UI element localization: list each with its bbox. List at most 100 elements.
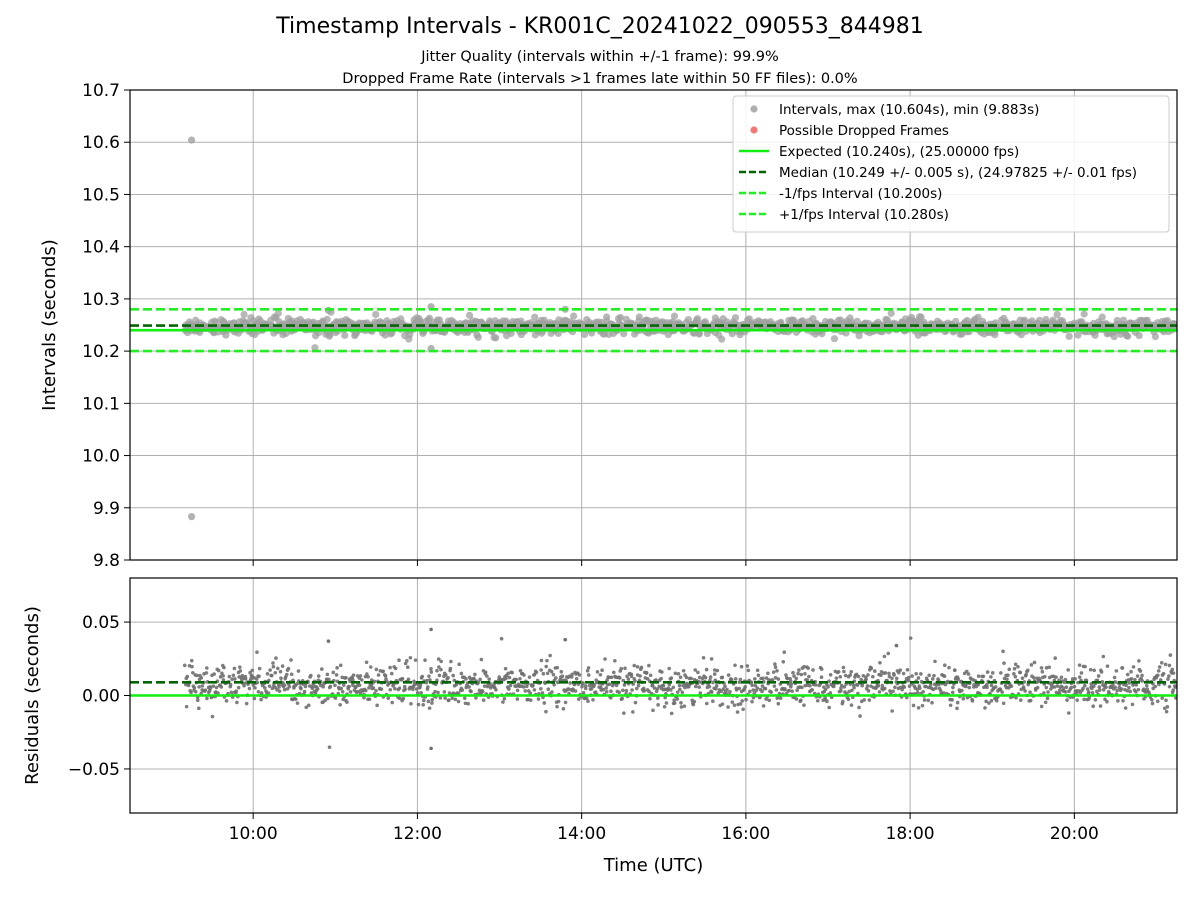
intervals-point (718, 335, 726, 343)
residuals-point (1171, 688, 1175, 693)
residuals-point (750, 683, 754, 688)
residuals-point (751, 688, 756, 692)
residuals-point (389, 671, 394, 676)
residuals-point (655, 687, 660, 691)
intervals-point (670, 312, 679, 320)
intervals-point (492, 334, 500, 342)
residuals-point (878, 660, 882, 665)
residuals-point (773, 665, 778, 670)
intervals-point (274, 309, 282, 317)
residuals-point (772, 684, 777, 688)
residuals-point (827, 679, 831, 683)
residuals-point (319, 667, 324, 671)
residuals-point (767, 698, 772, 703)
residuals-point (862, 698, 867, 702)
residuals-point (372, 679, 377, 684)
residuals-point (617, 690, 622, 695)
residuals-point (536, 697, 541, 701)
residuals-point (697, 685, 701, 689)
residuals-point (426, 685, 430, 689)
residuals-point (901, 671, 906, 676)
residuals-point (1127, 685, 1131, 690)
residuals-point (510, 670, 514, 675)
residuals-point (1043, 700, 1048, 705)
residuals-point (778, 696, 783, 700)
residuals-point (898, 668, 903, 672)
residuals-point (636, 683, 641, 688)
residuals-point (994, 698, 999, 703)
residuals-point (253, 686, 257, 690)
residuals-point (710, 690, 714, 694)
residuals-point (515, 697, 520, 701)
residuals-outlier-point (429, 746, 433, 751)
residuals-point (783, 687, 787, 691)
residuals-point (296, 669, 301, 673)
residuals-point (1129, 669, 1133, 674)
residuals-point (437, 673, 442, 678)
residuals-point (886, 651, 891, 656)
residuals-point (1032, 675, 1036, 680)
residuals-point (966, 672, 971, 676)
residuals-point (327, 745, 332, 749)
residuals-point (278, 669, 283, 674)
residuals-point (295, 682, 299, 686)
residuals-point (799, 672, 804, 677)
residuals-point (872, 669, 877, 673)
residuals-point (849, 703, 854, 707)
residuals-point (852, 685, 856, 690)
legend-marker (750, 126, 758, 134)
residuals-point (447, 698, 451, 702)
residuals-point (976, 682, 981, 687)
residuals-point (916, 705, 921, 710)
residuals-axes-frame (129, 577, 1178, 814)
chart-title: Timestamp Intervals - KR001C_20241022_09… (276, 14, 924, 39)
residuals-point (397, 686, 402, 690)
residuals-point (1156, 673, 1160, 678)
intervals-ytick-label: 10.5 (82, 185, 120, 205)
residuals-point (542, 701, 547, 705)
residuals-point (715, 668, 720, 673)
residuals-point (609, 695, 613, 700)
residuals-point (1082, 683, 1087, 688)
residuals-point (836, 669, 841, 674)
residuals-point (1045, 696, 1050, 701)
residuals-point (625, 674, 629, 679)
residuals-point (721, 687, 726, 691)
residuals-point (427, 674, 431, 678)
residuals-point (286, 666, 291, 671)
residuals-point (483, 670, 488, 674)
residuals-point (865, 684, 870, 688)
residuals-point (554, 676, 558, 680)
residuals-point (448, 666, 453, 671)
residuals-point (439, 667, 443, 672)
residuals-point (841, 665, 846, 670)
residuals-point (595, 670, 600, 674)
residuals-point (189, 690, 193, 695)
residuals-point (282, 687, 287, 692)
residuals-point (679, 705, 684, 709)
residuals-point (266, 691, 271, 695)
residuals-point (190, 664, 194, 669)
residuals-point (990, 671, 995, 675)
residuals-point (544, 709, 548, 714)
residuals-point (357, 683, 362, 687)
residuals-point (277, 689, 282, 693)
residuals-point (1028, 690, 1032, 694)
residuals-point (1125, 672, 1130, 677)
residuals-point (1119, 687, 1124, 691)
residuals-point (733, 677, 738, 681)
residuals-point (429, 666, 433, 671)
residuals-point (1065, 698, 1069, 702)
residuals-point (257, 674, 261, 679)
residuals-point (920, 703, 925, 708)
residuals-point (462, 696, 467, 701)
residuals-point (371, 686, 376, 690)
intervals-ytick-label: 10.0 (82, 447, 120, 467)
residuals-point (1057, 691, 1062, 696)
residuals-point (955, 706, 959, 711)
residuals-point (325, 672, 330, 677)
intervals-marks (130, 136, 1177, 521)
residuals-point (1032, 660, 1037, 665)
residuals-point (1072, 684, 1077, 689)
residuals-point (1095, 689, 1099, 694)
